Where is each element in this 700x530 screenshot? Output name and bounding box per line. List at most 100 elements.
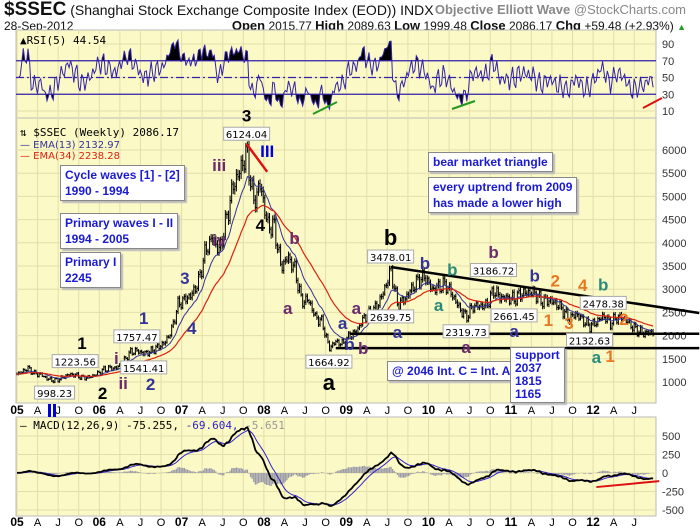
y-tick-label-price: 3500 bbox=[662, 261, 686, 273]
rsi-legend-bg bbox=[18, 34, 103, 46]
x-tick-label: A bbox=[34, 405, 42, 417]
x-tick-label: O bbox=[157, 517, 166, 529]
price-label: 3478.01 bbox=[370, 253, 411, 264]
rsi-series bbox=[17, 38, 654, 111]
x-tick-label: O bbox=[486, 405, 495, 417]
exchange: INDX bbox=[400, 2, 434, 18]
wave-label: 2 bbox=[98, 384, 107, 403]
note-line: Primary waves I - II bbox=[65, 216, 174, 230]
rsi-trendline-red bbox=[642, 97, 663, 109]
note-lower-high: every uptrend from 2009 has made a lower … bbox=[428, 177, 578, 213]
low-label: Low bbox=[394, 18, 421, 33]
x-tick-label: A bbox=[116, 405, 124, 417]
x-tick-label: 07 bbox=[175, 515, 189, 529]
x-tick-label: A bbox=[281, 405, 289, 417]
y-tick-label-rsi: 10 bbox=[662, 106, 674, 118]
rsi-trendline-green bbox=[312, 101, 338, 115]
wave-label: b bbox=[598, 275, 608, 294]
symbol: $SSEC bbox=[4, 0, 67, 20]
price-label: 1223.56 bbox=[54, 358, 95, 369]
y-tick-label-price: 6000 bbox=[662, 145, 686, 157]
x-tick-label: 05 bbox=[10, 515, 24, 529]
y-tick-label-price: 1000 bbox=[662, 377, 686, 389]
wave-label: a bbox=[283, 299, 293, 318]
x-tick-label: A bbox=[445, 405, 453, 417]
x-tick-label: O bbox=[74, 517, 83, 529]
trendline-triangle-upper bbox=[390, 265, 700, 315]
price-label: 1664.92 bbox=[308, 358, 349, 369]
x-tick-label: 11 bbox=[504, 403, 517, 417]
note-primary-waves: Primary waves I - II 1994 - 2005 bbox=[60, 213, 179, 249]
x-tick-label: A bbox=[34, 517, 42, 529]
x-tick-label: J bbox=[220, 517, 226, 529]
price-series bbox=[16, 140, 656, 384]
note-line: 2037 bbox=[515, 361, 542, 375]
price-label: 1757.47 bbox=[116, 333, 157, 344]
x-tick-label: O bbox=[568, 405, 577, 417]
wave-label: a bbox=[352, 299, 362, 318]
note-line: 1165 bbox=[515, 387, 542, 401]
chart-title: $SSEC (Shanghai Stock Exchange Composite… bbox=[4, 0, 434, 20]
price-label-box bbox=[367, 309, 415, 324]
price-label-box bbox=[120, 360, 168, 375]
x-tick-label: A bbox=[610, 405, 618, 417]
x-tick-label: 08 bbox=[257, 403, 271, 417]
x-tick-label: O bbox=[321, 517, 330, 529]
trendline-top-red bbox=[245, 143, 269, 173]
triangle-up-icon: ▲ bbox=[677, 22, 686, 32]
price-label-box bbox=[113, 329, 161, 344]
wave-label: a bbox=[393, 323, 403, 342]
wave-label: b bbox=[488, 243, 498, 262]
wave-label: ii bbox=[118, 374, 127, 393]
price-label-box bbox=[579, 295, 627, 310]
macd-line bbox=[16, 425, 654, 507]
y-tick-label-macd: 0 bbox=[662, 468, 668, 480]
x-tick-label: J bbox=[55, 405, 61, 417]
y-tick-label-macd: -500 bbox=[662, 505, 684, 517]
source: @StockCharts.com bbox=[573, 2, 686, 17]
wave-label: 1 bbox=[139, 309, 148, 328]
brand: Objective Elliott Wave @StockCharts.com bbox=[435, 2, 686, 18]
rsi-trendline-green bbox=[451, 100, 476, 110]
price-label-box bbox=[305, 354, 353, 369]
price-label-box bbox=[490, 308, 538, 323]
note-line: bear market triangle bbox=[433, 155, 548, 169]
wave-label: b bbox=[384, 225, 397, 250]
macd-signal-value: -69.604, bbox=[186, 419, 246, 432]
wave-label: a bbox=[592, 348, 602, 367]
wave-label: 2 bbox=[551, 271, 560, 290]
x-tick-label: O bbox=[239, 517, 248, 529]
x-tick-label: J bbox=[138, 517, 144, 529]
price-label: 1541.41 bbox=[123, 364, 164, 375]
marker-bar bbox=[48, 404, 51, 417]
wave-label: a bbox=[509, 322, 519, 341]
price-label: 2319.73 bbox=[445, 328, 486, 339]
x-tick-label: J bbox=[467, 405, 473, 417]
price-label-box bbox=[566, 332, 614, 347]
x-tick-label: J bbox=[302, 405, 308, 417]
price-legend: ⇅ $SSEC (Weekly) 2086.17 bbox=[20, 126, 179, 139]
x-tick-label: A bbox=[610, 517, 618, 529]
x-tick-label: A bbox=[199, 517, 207, 529]
wave-label: 4 bbox=[578, 276, 588, 295]
macd-legend: — MACD(12,26,9) -75.255, -69.604, -5.651 bbox=[20, 419, 285, 432]
note-line: 1994 - 2005 bbox=[65, 232, 130, 246]
wave-label: 2 bbox=[146, 375, 155, 394]
note-int-c: @ 2046 Int. C = Int. A bbox=[387, 361, 516, 381]
open-label: Open bbox=[231, 18, 266, 33]
ema13-legend: — EMA(13) 2132.97 bbox=[20, 140, 120, 151]
y-tick-label-macd: 250 bbox=[662, 450, 680, 462]
wave-label: b bbox=[358, 339, 368, 358]
wave-label: b bbox=[289, 229, 299, 248]
index-name: (Shanghai Stock Exchange Composite Index… bbox=[70, 2, 397, 18]
panel-rsi bbox=[15, 29, 657, 119]
note-bear-triangle: bear market triangle bbox=[428, 152, 553, 172]
x-tick-label: A bbox=[528, 405, 536, 417]
macd-hist-value: -5.651 bbox=[245, 419, 285, 432]
y-tick-label-rsi: 50 bbox=[662, 73, 674, 85]
price-label: 998.23 bbox=[37, 389, 72, 400]
x-tick-label: J bbox=[632, 405, 638, 417]
note-line: @ 2046 Int. C = Int. A bbox=[392, 364, 511, 378]
chg-label: Chg bbox=[555, 18, 581, 33]
note-line: 1815 bbox=[515, 374, 542, 388]
